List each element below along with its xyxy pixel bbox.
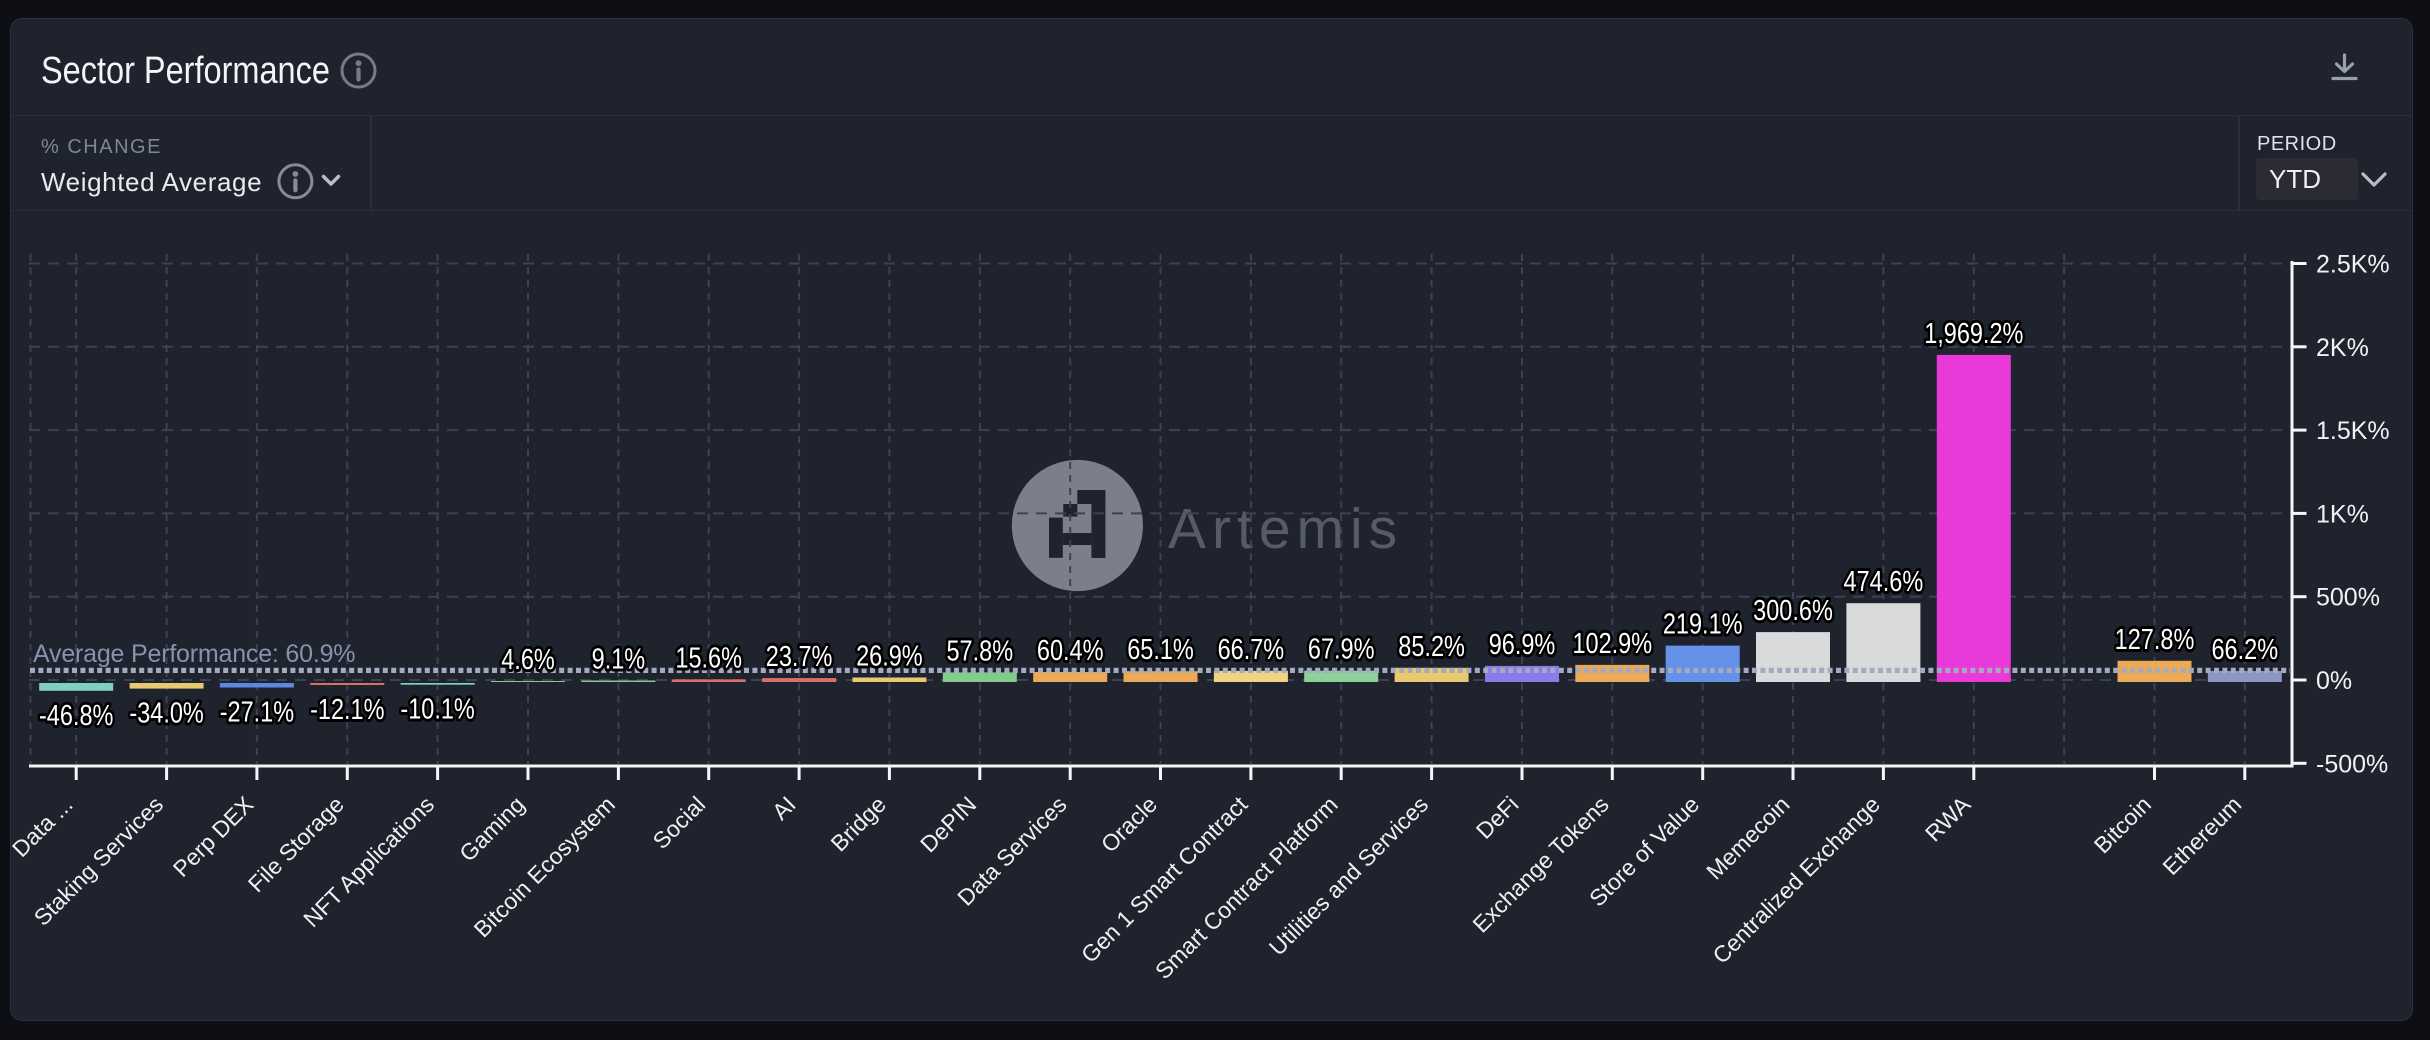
svg-text:-500%: -500% xyxy=(2316,750,2388,778)
svg-text:Perp DEX: Perp DEX xyxy=(168,791,259,882)
svg-text:Oracle: Oracle xyxy=(1096,791,1162,857)
svg-text:102.9%: 102.9% xyxy=(1572,628,1652,660)
svg-text:1K%: 1K% xyxy=(2316,500,2369,528)
svg-text:57.8%: 57.8% xyxy=(947,635,1014,667)
svg-text:Bridge: Bridge xyxy=(826,791,891,856)
svg-text:Memecoin: Memecoin xyxy=(1701,791,1794,884)
svg-text:Data ...: Data ... xyxy=(7,791,78,862)
svg-text:1.5K%: 1.5K% xyxy=(2316,417,2390,445)
svg-text:500%: 500% xyxy=(2316,584,2380,612)
svg-text:474.6%: 474.6% xyxy=(1844,566,1924,598)
svg-text:Ethereum: Ethereum xyxy=(2157,791,2246,880)
svg-text:23.7%: 23.7% xyxy=(766,641,833,673)
svg-text:Utilities and Services: Utilities and Services xyxy=(1264,791,1433,960)
svg-text:-46.8%: -46.8% xyxy=(39,700,113,732)
svg-text:Gen 1 Smart Contract: Gen 1 Smart Contract xyxy=(1076,791,1253,968)
svg-text:Bitcoin: Bitcoin xyxy=(2089,791,2156,858)
svg-text:127.8%: 127.8% xyxy=(2115,624,2195,656)
svg-text:Social: Social xyxy=(648,791,711,854)
svg-text:2.5K%: 2.5K% xyxy=(2316,251,2390,279)
svg-text:9.1%: 9.1% xyxy=(592,644,646,676)
svg-text:0%: 0% xyxy=(2316,667,2352,695)
svg-text:1,969.2%: 1,969.2% xyxy=(1924,318,2023,350)
svg-text:Average Performance: 60.9%: Average Performance: 60.9% xyxy=(33,640,355,668)
svg-text:DePIN: DePIN xyxy=(915,791,981,857)
svg-text:Gaming: Gaming xyxy=(454,791,529,866)
svg-text:-12.1%: -12.1% xyxy=(310,694,384,726)
svg-text:65.1%: 65.1% xyxy=(1127,634,1194,666)
svg-text:85.2%: 85.2% xyxy=(1398,631,1465,663)
svg-text:15.6%: 15.6% xyxy=(675,642,742,674)
svg-text:67.9%: 67.9% xyxy=(1308,634,1375,666)
svg-text:RWA: RWA xyxy=(1920,791,1976,847)
svg-text:96.9%: 96.9% xyxy=(1489,629,1556,661)
svg-text:DeFi: DeFi xyxy=(1471,791,1524,844)
svg-text:60.4%: 60.4% xyxy=(1037,635,1104,667)
svg-text:26.9%: 26.9% xyxy=(856,641,923,673)
svg-text:-34.0%: -34.0% xyxy=(129,698,203,730)
svg-text:Smart Contract Platform: Smart Contract Platform xyxy=(1150,791,1343,984)
svg-text:Artemis: Artemis xyxy=(1168,497,1403,561)
svg-text:219.1%: 219.1% xyxy=(1663,609,1743,641)
svg-text:4.6%: 4.6% xyxy=(501,644,555,676)
svg-text:-27.1%: -27.1% xyxy=(220,697,294,729)
svg-text:300.6%: 300.6% xyxy=(1753,595,1833,627)
svg-text:2K%: 2K% xyxy=(2316,334,2369,362)
svg-text:66.2%: 66.2% xyxy=(2212,634,2279,666)
svg-text:-10.1%: -10.1% xyxy=(400,694,474,726)
svg-text:66.7%: 66.7% xyxy=(1218,634,1285,666)
svg-text:Centralized Exchange: Centralized Exchange xyxy=(1707,791,1885,969)
svg-text:AI: AI xyxy=(767,791,801,825)
